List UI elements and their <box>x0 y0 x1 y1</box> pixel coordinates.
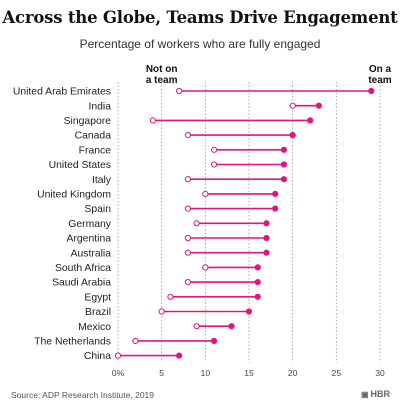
grid-lines <box>117 82 381 363</box>
chart-title: Across the Globe, Teams Drive Engagement <box>2 8 398 27</box>
country-label: Italy <box>92 175 112 186</box>
country-label: Saudi Arabia <box>52 278 111 289</box>
on-team-point <box>263 249 270 256</box>
data-row: South Africa <box>55 263 261 274</box>
x-tick-label: 25 <box>332 368 342 378</box>
not-on-team-point <box>289 102 296 109</box>
data-row: Brazil <box>85 307 253 318</box>
on-team-point <box>245 308 253 315</box>
data-row: Spain <box>84 204 279 215</box>
data-row: Australia <box>71 248 270 259</box>
source-note: Source: ADP Research Institute, 2019 <box>11 390 155 400</box>
data-row: India <box>88 101 322 112</box>
on-team-point <box>254 293 261 300</box>
on-team-point <box>280 176 288 183</box>
on-team-point <box>368 87 375 95</box>
not-on-team-point <box>184 279 191 286</box>
country-label: United Kingdom <box>37 190 111 201</box>
on-team-point <box>272 205 279 212</box>
data-row: Egypt <box>84 292 261 303</box>
not-on-team-point <box>132 337 139 344</box>
chart-subtitle: Percentage of workers who are fully enga… <box>79 37 321 51</box>
data-row: Mexico <box>78 322 235 333</box>
not-on-team-point <box>184 132 191 139</box>
on-team-point <box>315 102 322 109</box>
country-label: Argentina <box>67 234 112 245</box>
on-team-point <box>176 352 183 359</box>
not-on-team-point <box>184 234 191 242</box>
data-rows: United Arab Emirates India Singapore Canada… <box>13 87 375 362</box>
on-team-point <box>272 190 279 197</box>
x-tick-label: 10 <box>201 368 211 378</box>
not-on-team-point <box>176 87 183 95</box>
on-team-point <box>254 264 261 271</box>
x-tick-label: 20 <box>288 368 298 378</box>
not-on-team-point <box>210 146 218 153</box>
not-on-team-point <box>193 323 200 330</box>
on-team-point <box>280 146 288 153</box>
data-row: China <box>84 351 183 362</box>
data-row: France <box>79 145 288 156</box>
country-label: India <box>88 101 111 112</box>
not-on-team-point <box>158 308 165 315</box>
data-row: Germany <box>68 219 270 230</box>
on-team-point <box>289 132 296 139</box>
country-label: Australia <box>71 248 112 259</box>
annotation-not-on-team: a team <box>146 75 178 86</box>
country-label: United Arab Emirates <box>13 87 111 98</box>
on-team-point <box>307 117 314 124</box>
not-on-team-point <box>184 176 191 183</box>
not-on-team-point <box>167 293 174 300</box>
data-row: Saudi Arabia <box>52 278 261 289</box>
not-on-team-point <box>202 264 209 271</box>
on-team-point <box>228 323 235 330</box>
annotation-on-team: team <box>368 75 391 86</box>
country-label: China <box>84 351 111 362</box>
country-label: Egypt <box>84 292 111 303</box>
country-label: Mexico <box>78 322 111 333</box>
country-label: Spain <box>84 204 111 215</box>
not-on-team-point <box>184 249 191 256</box>
x-tick-label: 15 <box>244 368 254 378</box>
x-axis-ticks: 0% 5 10 15 20 25 30 <box>112 368 385 378</box>
on-team-point <box>263 220 270 227</box>
not-on-team-point <box>202 190 209 197</box>
brand-logo: ▣ HBR <box>361 389 390 399</box>
not-on-team-point <box>193 220 200 227</box>
on-team-point <box>210 337 218 344</box>
data-row: Italy <box>92 175 288 186</box>
data-row: Canada <box>75 131 296 142</box>
country-label: France <box>79 145 112 156</box>
country-label: Canada <box>75 131 112 142</box>
annotation-not-on-team: Not on <box>146 64 178 75</box>
data-row: United Arab Emirates <box>13 87 375 98</box>
data-row: The Netherlands <box>34 337 218 348</box>
on-team-point <box>280 161 288 168</box>
country-label: Singapore <box>64 116 112 127</box>
country-label: The Netherlands <box>34 337 111 348</box>
x-tick-label: 5 <box>159 368 164 378</box>
not-on-team-point <box>149 117 157 124</box>
data-row: United Kingdom <box>37 190 279 201</box>
country-label: Germany <box>68 219 112 230</box>
data-row: Singapore <box>64 116 314 127</box>
data-row: United States <box>49 160 288 171</box>
brand-label: HBR <box>370 389 391 399</box>
annotation-on-team: On a <box>369 64 392 75</box>
not-on-team-point <box>210 161 218 168</box>
hbr-logo-icon: ▣ <box>360 390 369 399</box>
x-tick-label: 0% <box>112 368 125 378</box>
not-on-team-point <box>184 205 191 212</box>
country-label: South Africa <box>55 263 111 274</box>
country-label: United States <box>49 160 111 171</box>
on-team-point <box>254 279 261 286</box>
country-label: Brazil <box>85 307 111 318</box>
data-row: Argentina <box>67 234 270 245</box>
not-on-team-point <box>114 352 122 359</box>
x-tick-label: 30 <box>375 368 385 378</box>
on-team-point <box>263 234 270 242</box>
